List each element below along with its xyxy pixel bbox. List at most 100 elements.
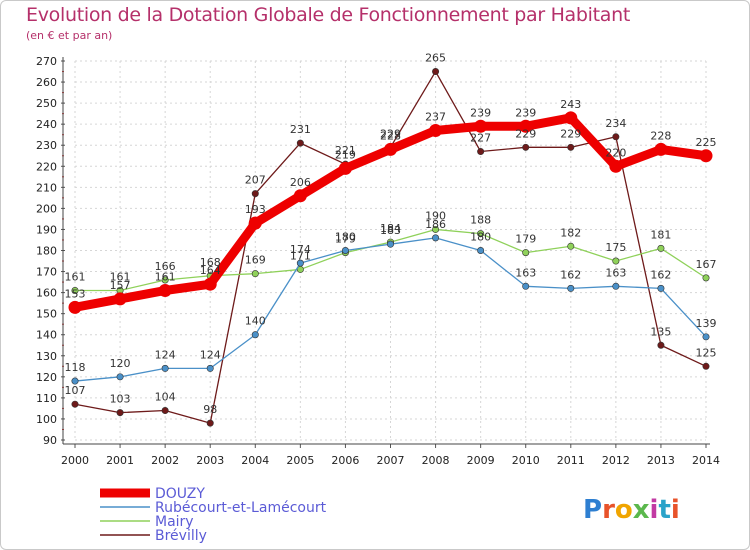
data-label: 179 [335,233,356,246]
data-point [699,149,713,163]
data-point [116,373,124,381]
legend-label: Mairy [155,514,194,530]
x-tick-label: 2012 [602,454,630,467]
data-label: 161 [65,271,86,284]
data-label: 234 [605,117,626,130]
data-point [522,282,530,290]
x-tick-label: 2003 [196,454,224,467]
data-label: 162 [650,268,671,281]
x-tick-label: 2011 [557,454,585,467]
data-label: 124 [200,348,221,361]
data-label: 229 [515,127,536,140]
data-point [341,247,349,255]
data-point [612,282,620,290]
data-label: 179 [515,233,536,246]
data-point [384,142,397,156]
proxiti-logo: Proxiti [583,495,680,525]
data-label: 237 [425,110,446,123]
data-point [477,230,485,238]
legend-label: DOUZY [155,486,205,502]
data-point [113,292,127,306]
x-tick-label: 2002 [151,454,179,467]
y-tick-label: 110 [36,392,57,405]
data-label: 229 [380,127,401,140]
data-label: 227 [470,132,491,145]
y-tick-label: 120 [36,371,57,384]
axes: 90 100 110 120 130 140 150 160 170 180 190 200 210 22… [36,55,720,467]
data-label: 107 [65,384,86,397]
x-tick-label: 2004 [241,454,269,467]
y-tick-label: 190 [36,223,57,236]
y-tick-label: 210 [36,181,57,194]
y-tick-label: 100 [36,413,57,426]
data-label: 161 [155,271,176,284]
data-point [429,123,443,137]
data-labels: 107 103 104 98 207 231 221 229 265 227 229 229 234 13… [65,52,717,417]
data-point [702,333,710,341]
series [68,68,713,427]
data-label: 190 [425,209,446,222]
data-label: 163 [605,266,626,279]
data-point [657,284,665,292]
data-point [116,409,124,417]
data-label: 180 [335,231,356,244]
data-label: 229 [560,127,581,140]
data-point [338,161,352,175]
data-point [522,249,530,257]
x-tick-label: 2001 [106,454,134,467]
data-label: 221 [335,144,356,157]
x-tick-label: 2000 [61,454,89,467]
y-tick-label: 150 [36,308,57,321]
data-label: 183 [380,224,401,237]
data-label: 153 [65,287,86,300]
data-label: 118 [65,361,86,374]
data-point [206,419,214,427]
data-label: 157 [110,279,131,292]
data-label: 186 [425,218,446,231]
data-point [477,148,485,156]
data-label: 220 [605,146,626,159]
data-label: 166 [155,260,176,273]
x-tick-label: 2013 [647,454,675,467]
data-label: 164 [200,264,221,277]
data-label: 174 [290,243,311,256]
data-point [161,407,169,415]
data-label: 228 [380,129,401,142]
data-point [612,133,620,141]
legend-label: Rubécourt-et-Lamécourt [155,500,327,516]
data-point [203,277,217,291]
y-tick-label: 240 [36,118,57,131]
data-point [612,257,620,265]
data-label: 162 [560,268,581,281]
data-point [567,143,575,151]
data-label: 104 [155,391,176,404]
data-point [657,244,665,252]
data-label: 139 [696,317,717,330]
data-point [296,259,304,267]
data-point [206,364,214,372]
y-tick-label: 140 [36,329,57,342]
x-tick-label: 2014 [692,454,720,467]
legend-label: Brévilly [155,528,207,544]
data-point [654,142,668,156]
data-point [702,274,710,282]
data-point [564,111,578,125]
brand-logo: Proxiti [583,495,680,525]
data-label: 98 [203,403,217,416]
data-label: 167 [696,258,717,271]
y-tick-label: 170 [36,266,57,279]
data-label: 188 [470,214,491,227]
x-tick-label: 2009 [467,454,495,467]
data-point [386,240,394,248]
data-label: 161 [110,271,131,284]
data-label: 193 [245,203,266,216]
data-point [474,119,488,133]
data-point [161,276,169,284]
data-label: 184 [380,222,401,235]
data-label: 135 [650,325,671,338]
data-label: 182 [560,226,581,239]
data-point [251,270,259,278]
